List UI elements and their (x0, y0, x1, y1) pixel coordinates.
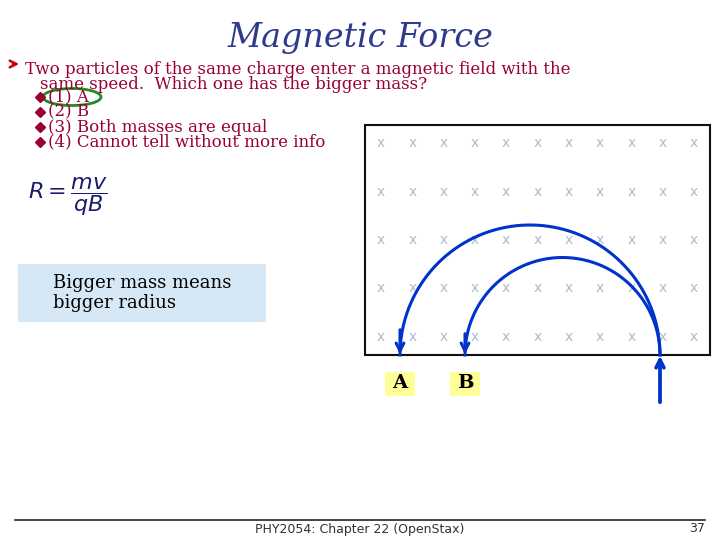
Text: x: x (471, 233, 479, 247)
FancyBboxPatch shape (385, 372, 415, 396)
Text: x: x (534, 136, 541, 150)
Text: x: x (439, 185, 448, 199)
FancyBboxPatch shape (450, 372, 480, 396)
Text: x: x (659, 136, 667, 150)
Text: x: x (596, 281, 604, 295)
Text: x: x (408, 136, 416, 150)
Text: x: x (471, 281, 479, 295)
FancyBboxPatch shape (18, 264, 266, 322)
Text: x: x (377, 281, 385, 295)
Text: x: x (564, 330, 573, 344)
Text: x: x (564, 281, 573, 295)
Text: x: x (627, 281, 636, 295)
Text: x: x (502, 136, 510, 150)
Text: x: x (534, 330, 541, 344)
Text: x: x (564, 185, 573, 199)
Text: x: x (408, 330, 416, 344)
Bar (365, 125, 710, 355)
Text: x: x (596, 233, 604, 247)
Text: Magnetic Force: Magnetic Force (227, 22, 493, 54)
Text: x: x (439, 330, 448, 344)
Text: x: x (690, 233, 698, 247)
Text: x: x (377, 136, 385, 150)
Text: x: x (690, 281, 698, 295)
Text: 37: 37 (689, 523, 705, 536)
Text: x: x (502, 330, 510, 344)
Text: x: x (659, 233, 667, 247)
Text: x: x (627, 330, 636, 344)
Text: x: x (471, 185, 479, 199)
Text: x: x (690, 330, 698, 344)
Text: x: x (408, 281, 416, 295)
Text: x: x (690, 185, 698, 199)
Text: x: x (439, 233, 448, 247)
Text: x: x (408, 233, 416, 247)
Text: x: x (471, 330, 479, 344)
Text: x: x (690, 136, 698, 150)
Text: x: x (534, 185, 541, 199)
Text: x: x (502, 185, 510, 199)
Text: x: x (627, 136, 636, 150)
Text: x: x (502, 233, 510, 247)
Text: x: x (439, 136, 448, 150)
Text: Two particles of the same charge enter a magnetic field with the: Two particles of the same charge enter a… (25, 61, 570, 78)
Text: x: x (534, 281, 541, 295)
Text: x: x (377, 330, 385, 344)
Text: x: x (564, 136, 573, 150)
Text: x: x (659, 185, 667, 199)
Text: x: x (627, 185, 636, 199)
Text: x: x (659, 281, 667, 295)
Text: $R = \dfrac{mv}{qB}$: $R = \dfrac{mv}{qB}$ (28, 175, 108, 218)
Text: Bigger mass means
bigger radius: Bigger mass means bigger radius (53, 274, 231, 313)
Text: x: x (659, 330, 667, 344)
Text: x: x (439, 281, 448, 295)
Text: x: x (471, 136, 479, 150)
Text: (4) Cannot tell without more info: (4) Cannot tell without more info (48, 133, 325, 151)
Text: (2) B: (2) B (48, 104, 89, 120)
Text: x: x (564, 233, 573, 247)
Text: PHY2054: Chapter 22 (OpenStax): PHY2054: Chapter 22 (OpenStax) (256, 523, 464, 536)
Text: x: x (377, 233, 385, 247)
Text: x: x (502, 281, 510, 295)
Text: (3) Both masses are equal: (3) Both masses are equal (48, 118, 267, 136)
Text: x: x (596, 185, 604, 199)
Text: A: A (392, 374, 408, 392)
Text: x: x (596, 330, 604, 344)
Text: x: x (377, 185, 385, 199)
Text: x: x (534, 233, 541, 247)
Text: x: x (596, 136, 604, 150)
Text: same speed.  Which one has the bigger mass?: same speed. Which one has the bigger mas… (40, 76, 427, 93)
Text: x: x (408, 185, 416, 199)
Text: B: B (456, 374, 473, 392)
Text: (1) A: (1) A (48, 89, 89, 105)
Text: x: x (627, 233, 636, 247)
